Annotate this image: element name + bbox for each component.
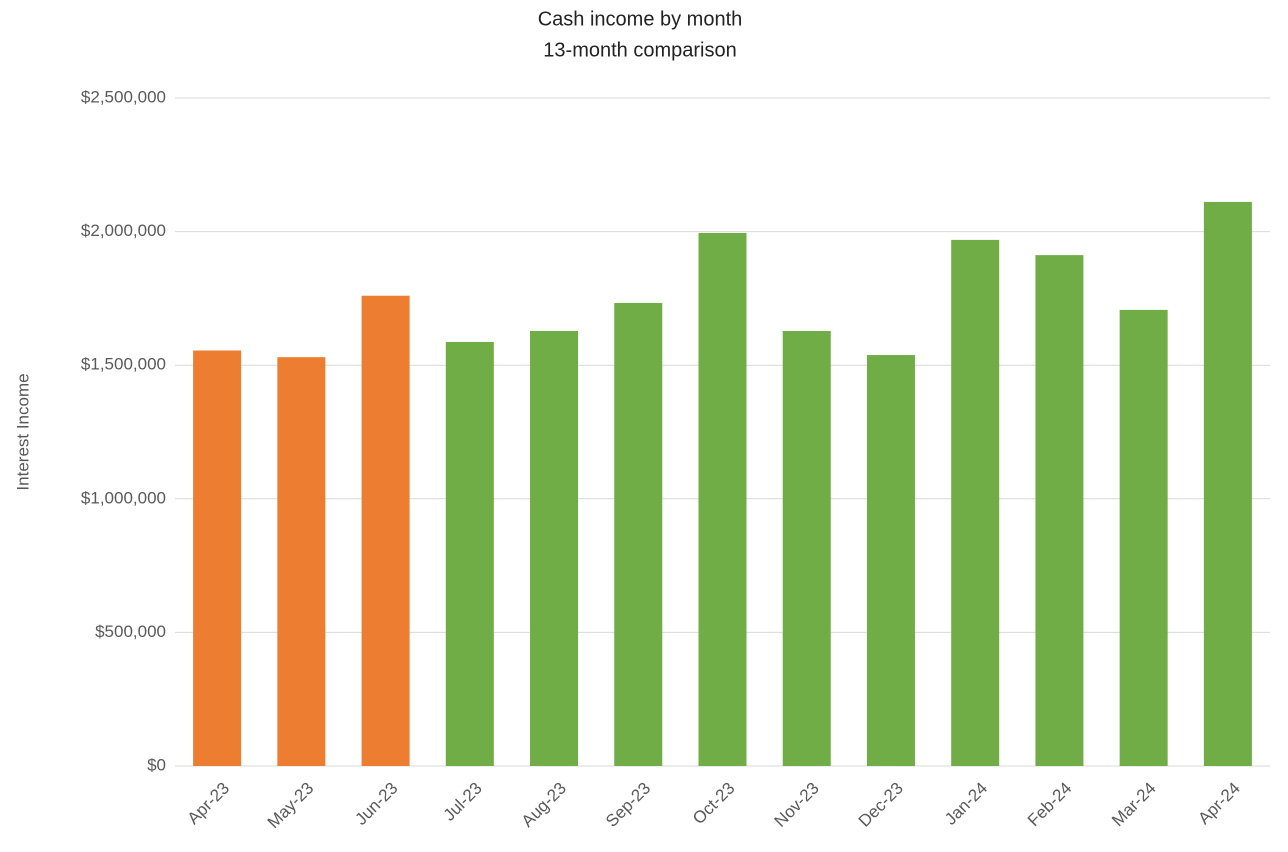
- bar: [1203, 201, 1252, 766]
- x-tick-label: Aug-23: [518, 779, 570, 831]
- bar: [193, 350, 242, 766]
- bar: [614, 302, 663, 766]
- bar: [866, 355, 915, 766]
- bar: [1035, 255, 1084, 767]
- x-tick-label: May-23: [264, 779, 318, 833]
- x-tick-label: Apr-23: [184, 779, 234, 829]
- x-tick-label: Nov-23: [771, 779, 823, 831]
- y-tick-label: $500,000: [95, 622, 166, 641]
- x-tick-label: Jan-24: [941, 779, 991, 829]
- chart-subtitle: 13-month comparison: [543, 39, 736, 61]
- x-tick-label: Dec-23: [855, 779, 907, 831]
- bar: [782, 330, 831, 766]
- y-tick-label: $1,000,000: [81, 488, 166, 507]
- bar: [361, 295, 410, 766]
- x-tick-label: Jun-23: [351, 779, 401, 829]
- x-tick-label: Jul-23: [440, 779, 486, 825]
- bar: [1119, 309, 1168, 766]
- y-tick-label: $2,000,000: [81, 221, 166, 240]
- x-tick-label: Apr-24: [1194, 779, 1244, 829]
- bar: [445, 341, 494, 766]
- bar: [951, 239, 1000, 767]
- x-tick-label: Oct-23: [689, 779, 739, 829]
- x-tick-label: Feb-24: [1024, 779, 1076, 831]
- bar: [698, 232, 747, 766]
- y-tick-label: $0: [147, 755, 166, 774]
- x-tick-label: Mar-24: [1108, 779, 1160, 831]
- y-tick-label: $1,500,000: [81, 355, 166, 374]
- chart-title: Cash income by month: [538, 8, 743, 30]
- x-tick-label: Sep-23: [602, 779, 654, 831]
- bar: [530, 330, 579, 766]
- y-tick-label: $2,500,000: [81, 87, 166, 106]
- y-axis-label: Interest Income: [13, 373, 32, 490]
- bar: [277, 357, 326, 766]
